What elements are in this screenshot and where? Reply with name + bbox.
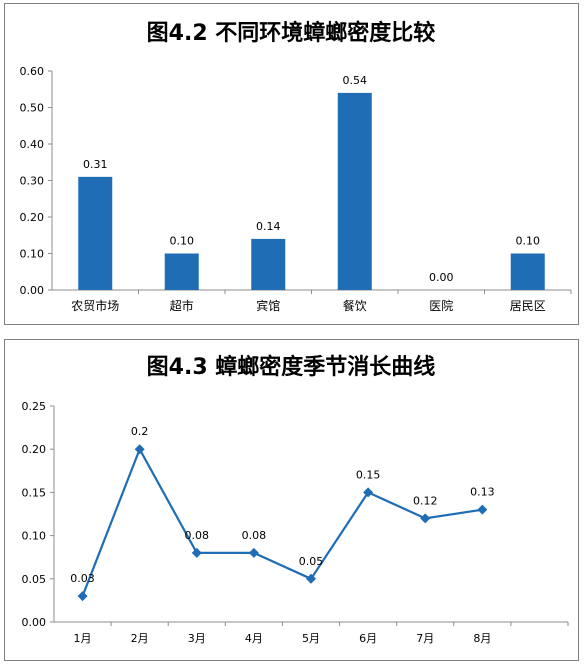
- x-category-label: 医院: [429, 299, 453, 313]
- x-category-label: 宾馆: [256, 298, 280, 313]
- point-value-label: 0.08: [242, 529, 267, 542]
- data-point-marker: [77, 591, 88, 602]
- chart-title: 图4.3 蟑螂密度季节消长曲线: [147, 354, 436, 380]
- bar-value-label: 0.10: [170, 235, 195, 248]
- point-value-label: 0.15: [356, 468, 381, 481]
- y-tick-label: 0.00: [22, 616, 47, 629]
- x-category-label: 6月: [359, 632, 377, 645]
- y-tick-label: 0.25: [22, 400, 47, 413]
- x-category-label: 7月: [416, 632, 434, 645]
- bar-value-label: 0.31: [83, 158, 108, 171]
- y-tick-label: 0.40: [20, 138, 45, 151]
- y-tick-label: 0.50: [20, 102, 45, 115]
- data-point-marker: [306, 573, 316, 584]
- x-category-label: 8月: [473, 632, 491, 645]
- bar-chart-panel: 图4.2 不同环境蟑螂密度比较 0.00 0.10 0.20 0.30 0.40 0.50…: [4, 3, 579, 325]
- data-point-marker: [420, 513, 431, 524]
- x-category-label: 4月: [245, 632, 263, 645]
- point-value-label: 0.08: [185, 529, 210, 542]
- bar: [164, 253, 199, 290]
- x-category-label: 3月: [188, 632, 206, 645]
- bar-chart: 图4.2 不同环境蟑螂密度比较 0.00 0.10 0.20 0.30 0.40 0.50…: [20, 20, 572, 313]
- y-tick-label: 0.10: [20, 248, 45, 261]
- point-value-label: 0.12: [413, 494, 438, 507]
- x-category-label: 超市: [170, 298, 194, 313]
- line-chart: 图4.3 蟑螂密度季节消长曲线 0.000.050.100.150.200.25…: [22, 354, 569, 645]
- y-tick-label: 0.10: [22, 530, 47, 543]
- data-point-marker: [477, 504, 488, 515]
- x-category-label: 5月: [302, 632, 320, 645]
- y-tick-label: 0.20: [22, 443, 47, 456]
- bar-value-label: 0.54: [343, 74, 368, 87]
- x-category-label: 1月: [74, 632, 92, 645]
- y-tick-label: 0.05: [22, 573, 47, 586]
- data-point-marker: [191, 547, 202, 558]
- point-value-label: 0.05: [299, 555, 324, 568]
- y-tick-label: 0.15: [22, 486, 47, 499]
- bar-value-label: 0.10: [516, 235, 541, 248]
- point-value-label: 0.2: [131, 425, 149, 438]
- bar: [251, 238, 286, 290]
- data-point-marker: [134, 444, 145, 455]
- point-value-label: 0.13: [470, 486, 495, 499]
- bar: [510, 253, 545, 290]
- data-point-marker: [248, 547, 259, 558]
- y-tick-label: 0.30: [20, 175, 45, 188]
- x-category-label: 居民区: [510, 299, 546, 313]
- point-value-label: 0.03: [70, 572, 95, 585]
- series-line: [81, 446, 483, 597]
- x-category-label: 餐饮: [343, 298, 367, 313]
- data-point-marker: [363, 487, 374, 498]
- y-tick-label: 0.60: [20, 65, 45, 78]
- chart-title: 图4.2 不同环境蟑螂密度比较: [147, 20, 436, 46]
- y-tick-label: 0.00: [20, 284, 45, 297]
- y-tick-label: 0.20: [20, 211, 45, 224]
- line-chart-panel: 图4.3 蟑螂密度季节消长曲线 0.00 0.05 0.10 0.15 0.20 0.25…: [4, 339, 579, 661]
- bar: [337, 92, 372, 291]
- bar: [78, 176, 113, 290]
- x-category-label: 农贸市场: [71, 298, 119, 313]
- bar-value-label: 0.00: [429, 271, 454, 284]
- x-category-label: 2月: [131, 632, 149, 645]
- bar-value-label: 0.14: [256, 220, 281, 233]
